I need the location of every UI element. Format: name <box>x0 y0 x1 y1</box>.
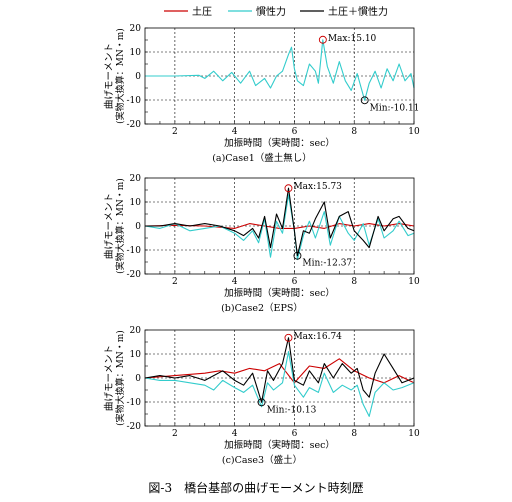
x-tick-label: 8 <box>351 127 357 137</box>
plot-frame <box>144 329 415 427</box>
y-axis-label-line1: 曲げモーメント <box>104 193 115 259</box>
y-tick-label: -10 <box>127 398 142 408</box>
x-tick-label: 4 <box>232 429 238 439</box>
annotation-marker-min <box>360 96 369 105</box>
y-tick-label: -20 <box>127 270 142 280</box>
panel-caption: (b)Case2（EPS） <box>221 302 303 314</box>
legend-label-earth-pressure: 土圧 <box>192 5 212 18</box>
y-tick-label: 0 <box>135 222 141 232</box>
annotation-marker-max <box>284 333 293 342</box>
panel-case1: Max:15.10 Min:-10.11 2 4 6 8 10 -20 -10 0 10 20 加振時間… <box>104 24 420 164</box>
series-line-2 <box>144 337 415 403</box>
y-tick-label: -20 <box>127 120 142 130</box>
x-axis-label: 加振時間（実時間：sec） <box>224 137 335 149</box>
y-tick-label: 0 <box>135 374 141 384</box>
panel-caption: (a)Case1（盛土無し） <box>212 152 312 164</box>
y-tick-label: 0 <box>135 72 141 82</box>
y-tick-label: 10 <box>130 198 142 208</box>
panel-case3: Max:16.74 Min:-10.13 2 4 6 8 10 -20 -10 0 10 20 加振時間… <box>104 326 420 466</box>
plot-frame <box>144 27 415 125</box>
x-tick-label: 2 <box>172 127 178 137</box>
y-tick-label: 20 <box>130 24 142 34</box>
panel-caption: (c)Case3（盛土） <box>222 454 302 466</box>
annotation-label-min: Min:-10.11 <box>370 103 420 113</box>
x-tick-label: 10 <box>408 429 420 439</box>
y-axis-label-line2: (実物大換算：MN・m) <box>114 330 126 426</box>
y-tick-label: -10 <box>127 246 142 256</box>
annotation-label-min: Min:-12.37 <box>302 259 352 269</box>
y-axis-label-line2: (実物大換算：MN・m) <box>114 28 126 124</box>
plot-frame <box>144 177 415 275</box>
legend-item-inertial-force: 慣性力 <box>228 5 286 18</box>
y-tick-label: -20 <box>127 422 142 432</box>
y-tick-label: 20 <box>130 326 142 336</box>
x-tick-label: 8 <box>351 429 357 439</box>
legend-item-combined: 土圧＋慣性力 <box>300 5 388 18</box>
y-tick-label: 20 <box>130 174 142 184</box>
annotation-marker-max <box>318 35 327 44</box>
x-tick-label: 8 <box>351 277 357 287</box>
annotation-marker-min <box>293 251 302 260</box>
x-tick-label: 6 <box>292 277 298 287</box>
legend-label-inertial-force: 慣性力 <box>256 5 286 18</box>
series-line-1 <box>144 351 415 417</box>
annotation-marker-max <box>284 184 293 193</box>
annotation-label-max: Max:16.74 <box>293 332 342 342</box>
x-axis-label: 加振時間（実時間：sec） <box>224 287 335 299</box>
x-tick-label: 6 <box>292 127 298 137</box>
figure-caption: 図-3 橋台基部の曲げモーメント時刻歴 <box>148 480 363 495</box>
annotation-label-min: Min:-10.13 <box>267 405 317 415</box>
series-line-0 <box>145 39 415 101</box>
y-axis-label-line1: 曲げモーメント <box>104 43 115 109</box>
y-tick-label: -10 <box>127 96 142 106</box>
x-tick-label: 6 <box>292 429 298 439</box>
x-tick-label: 4 <box>232 127 238 137</box>
legend: 土圧 慣性力 土圧＋慣性力 <box>164 5 388 18</box>
y-tick-label: 10 <box>130 350 142 360</box>
annotation-marker-min <box>257 398 266 407</box>
x-tick-label: 10 <box>408 277 420 287</box>
y-axis-label-line1: 曲げモーメント <box>104 345 115 411</box>
y-tick-label: 10 <box>130 48 142 58</box>
annotation-label-max: Max:15.10 <box>328 34 377 44</box>
legend-item-earth-pressure: 土圧 <box>164 5 212 18</box>
legend-label-combined: 土圧＋慣性力 <box>328 5 388 18</box>
x-tick-label: 4 <box>232 277 238 287</box>
panel-case2: Max:15.73 Min:-12.37 2 4 6 8 10 -20 -10 0 10 20 加振時間… <box>104 174 420 314</box>
x-axis-label: 加振時間（実時間：sec） <box>224 439 335 451</box>
x-tick-label: 2 <box>172 277 178 287</box>
y-axis-label-line2: (実物大換算：MN・m) <box>114 178 126 274</box>
series-line-2 <box>145 187 415 257</box>
annotation-label-max: Max:15.73 <box>293 182 342 192</box>
x-tick-label: 2 <box>172 429 178 439</box>
x-tick-label: 10 <box>408 127 420 137</box>
